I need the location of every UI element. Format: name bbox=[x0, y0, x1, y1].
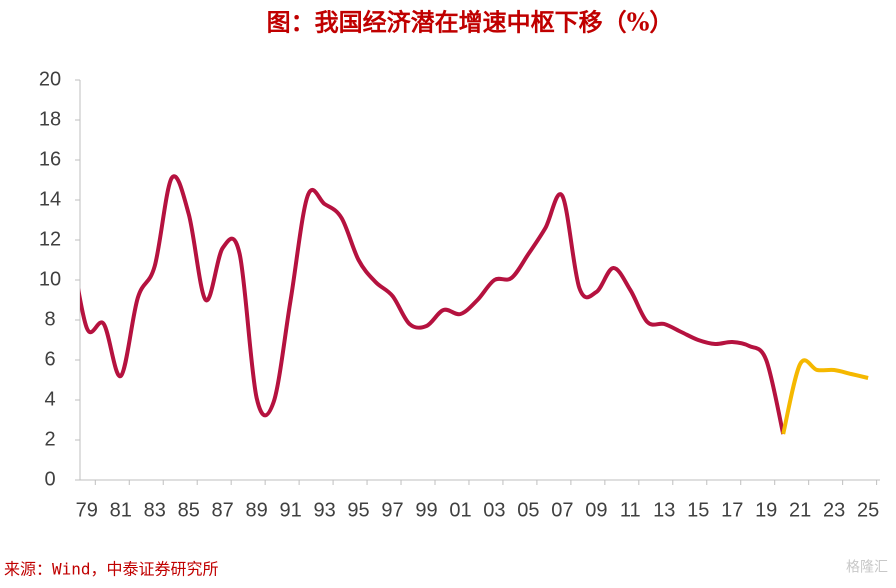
x-tick-label: 85 bbox=[178, 499, 200, 521]
x-tick-label: 13 bbox=[653, 499, 675, 521]
x-tick-label: 07 bbox=[551, 499, 573, 521]
y-tick-label: 4 bbox=[44, 388, 55, 410]
x-tick-label: 21 bbox=[789, 499, 811, 521]
watermark: 格隆汇 bbox=[846, 559, 888, 575]
plot-area bbox=[80, 174, 869, 435]
x-tick-label: 15 bbox=[687, 499, 709, 521]
x-tick-label: 09 bbox=[585, 499, 607, 521]
y-tick-label: 16 bbox=[39, 148, 61, 170]
y-tick-label: 6 bbox=[44, 348, 55, 370]
x-tick-label: 83 bbox=[144, 499, 166, 521]
x-tick-label: 99 bbox=[415, 499, 437, 521]
y-tick-label: 12 bbox=[39, 228, 61, 250]
y-tick-label: 14 bbox=[39, 188, 61, 210]
x-tick-label: 17 bbox=[721, 499, 743, 521]
y-tick-label: 20 bbox=[39, 68, 61, 90]
x-tick-label: 91 bbox=[279, 499, 301, 521]
x-tick-label: 79 bbox=[76, 499, 98, 521]
y-tick-label: 10 bbox=[39, 268, 61, 290]
x-tick-label: 03 bbox=[483, 499, 505, 521]
y-tick-label: 8 bbox=[44, 308, 55, 330]
x-tick-label: 95 bbox=[347, 499, 369, 521]
x-tick-label: 93 bbox=[313, 499, 335, 521]
x-tick-label: 97 bbox=[381, 499, 403, 521]
x-tick-label: 11 bbox=[620, 499, 641, 521]
y-tick-label: 18 bbox=[39, 108, 61, 130]
chart-title: 图：我国经济潜在增速中枢下移（%） bbox=[267, 8, 674, 37]
x-tick-label: 19 bbox=[755, 499, 777, 521]
x-tick-label: 87 bbox=[212, 499, 234, 521]
y-tick-label: 2 bbox=[44, 428, 55, 450]
x-tick-label: 81 bbox=[110, 499, 132, 521]
x-tick-label: 25 bbox=[857, 499, 879, 521]
source: 来源：Wind，中泰证券研究所 bbox=[4, 560, 219, 579]
x-tick-label: 89 bbox=[246, 499, 268, 521]
x-tick-label: 23 bbox=[823, 499, 845, 521]
series-line bbox=[781, 358, 869, 435]
series-line bbox=[80, 174, 786, 435]
x-tick-label: 01 bbox=[449, 499, 471, 521]
x-tick-label: 05 bbox=[517, 499, 539, 521]
y-tick-label: 0 bbox=[44, 468, 55, 490]
